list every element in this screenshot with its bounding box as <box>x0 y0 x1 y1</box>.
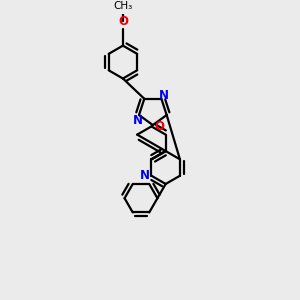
Text: O: O <box>154 120 164 133</box>
Text: N: N <box>159 89 169 102</box>
Text: N: N <box>140 169 150 182</box>
Text: N: N <box>133 114 142 127</box>
Text: O: O <box>118 15 128 28</box>
Text: CH₃: CH₃ <box>113 1 133 11</box>
